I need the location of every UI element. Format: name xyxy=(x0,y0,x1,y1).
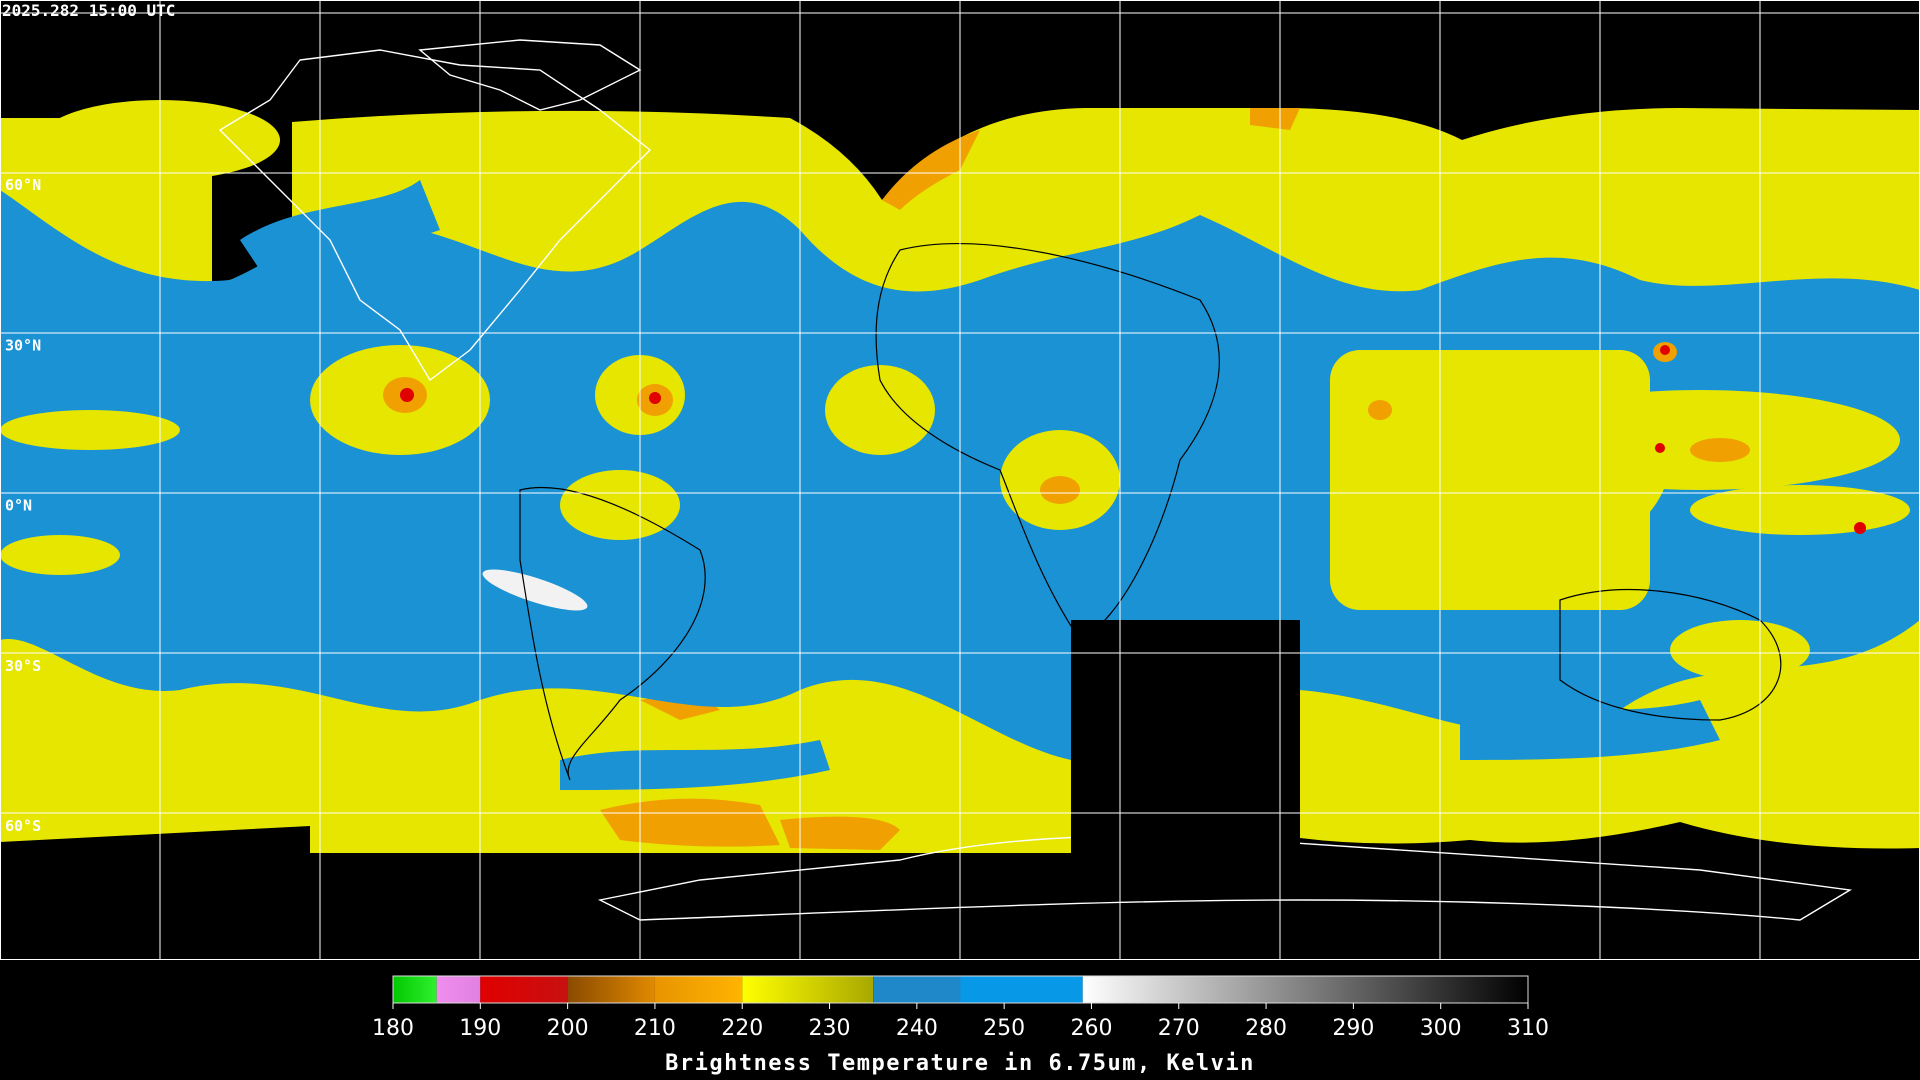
coldest-tops xyxy=(400,345,1866,534)
coastline xyxy=(218,49,652,382)
tick-label: 300 xyxy=(1420,1016,1462,1041)
colorbar-segment xyxy=(480,976,568,1003)
colorbar-segment xyxy=(393,976,437,1003)
latitude-labels: 60°N 30°N 0°N 30°S 60°S xyxy=(5,176,41,835)
coastline xyxy=(1559,589,1782,721)
latitude-label: 60°S xyxy=(5,817,41,835)
colorbar-frame xyxy=(392,975,1529,1004)
colorbar-segment xyxy=(873,976,961,1003)
tick-label: 240 xyxy=(896,1016,938,1041)
tick-label: 270 xyxy=(1158,1016,1200,1041)
map: 2025.282 15:00 UTC 60°N 30°N 0°N 30°S 60°S xyxy=(0,0,1920,960)
tick-label: 220 xyxy=(721,1016,763,1041)
colorbar: Brightness Temperature in 6.75um, Kelvin… xyxy=(372,975,1549,1076)
colorbar-title: Brightness Temperature in 6.75um, Kelvin xyxy=(665,1051,1255,1076)
warm-dry-patch xyxy=(482,569,588,611)
latitude-label: 0°N xyxy=(5,497,32,515)
colorbar-segment xyxy=(960,976,1083,1003)
no-data-gap xyxy=(1071,620,1300,853)
tick-label: 250 xyxy=(983,1016,1025,1041)
tick-label: 260 xyxy=(1070,1016,1112,1041)
colorbar-segment xyxy=(1082,976,1528,1003)
colorbar-segment xyxy=(567,976,655,1003)
colorbar-segment xyxy=(742,976,874,1003)
timestamp: 2025.282 15:00 UTC xyxy=(2,1,175,20)
tick-label: 280 xyxy=(1245,1016,1287,1041)
coastline xyxy=(418,39,642,111)
latitude-label: 30°N xyxy=(5,336,41,354)
tick-label: 180 xyxy=(372,1016,414,1041)
tick-label: 210 xyxy=(634,1016,676,1041)
tick-label: 310 xyxy=(1507,1016,1549,1041)
tick-label: 200 xyxy=(547,1016,589,1041)
latitude-label: 30°S xyxy=(5,657,41,675)
tick-label: 290 xyxy=(1332,1016,1374,1041)
colorbar-segment xyxy=(436,976,481,1003)
tick-label: 230 xyxy=(809,1016,851,1041)
coastline xyxy=(519,487,706,781)
colorbar-segment xyxy=(654,976,743,1003)
moist-swirls xyxy=(20,180,1720,790)
graticule xyxy=(0,0,1920,959)
latitude-label: 60°N xyxy=(5,176,41,194)
tick-label: 190 xyxy=(459,1016,501,1041)
